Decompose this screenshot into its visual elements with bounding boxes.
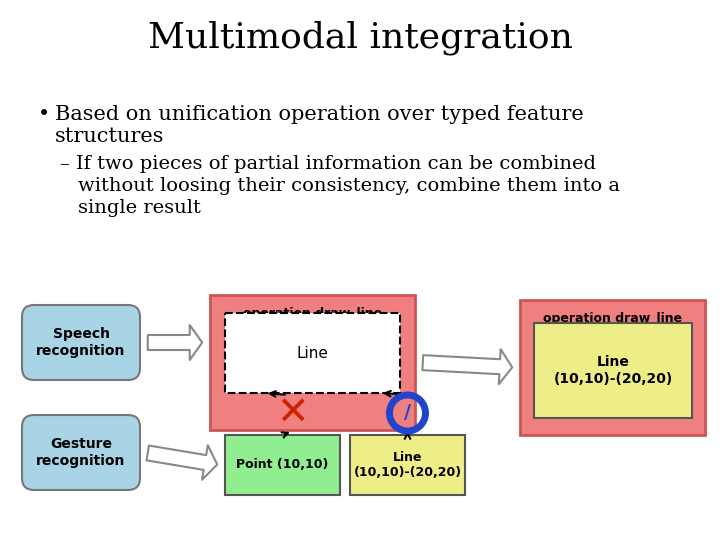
Bar <box>534 323 692 418</box>
Text: •: • <box>38 105 50 124</box>
Bar <box>225 313 400 393</box>
Text: Multimodal integration: Multimodal integration <box>148 21 572 55</box>
Text: operation draw_line: operation draw_line <box>243 307 382 320</box>
Text: Speech
recognition: Speech recognition <box>36 327 126 357</box>
Text: Gesture
recognition: Gesture recognition <box>36 437 126 468</box>
Text: Point (10,10): Point (10,10) <box>236 458 329 471</box>
FancyBboxPatch shape <box>22 415 140 490</box>
Text: /: / <box>404 403 411 422</box>
Bar <box>210 295 415 430</box>
Text: Based on unification operation over typed feature: Based on unification operation over type… <box>55 105 584 124</box>
Text: single result: single result <box>78 199 201 217</box>
Text: – If two pieces of partial information can be combined: – If two pieces of partial information c… <box>60 155 596 173</box>
Bar <box>350 435 465 495</box>
Bar <box>520 300 705 435</box>
Text: Line
(10,10)-(20,20): Line (10,10)-(20,20) <box>554 355 672 386</box>
Text: ✕: ✕ <box>276 394 309 432</box>
Text: Line: Line <box>297 346 328 361</box>
Text: structures: structures <box>55 127 164 146</box>
Text: without loosing their consistency, combine them into a: without loosing their consistency, combi… <box>78 177 620 195</box>
FancyBboxPatch shape <box>22 305 140 380</box>
Bar <box>225 435 340 495</box>
Text: operation draw_line: operation draw_line <box>543 312 682 325</box>
Text: Line
(10,10)-(20,20): Line (10,10)-(20,20) <box>354 451 462 479</box>
